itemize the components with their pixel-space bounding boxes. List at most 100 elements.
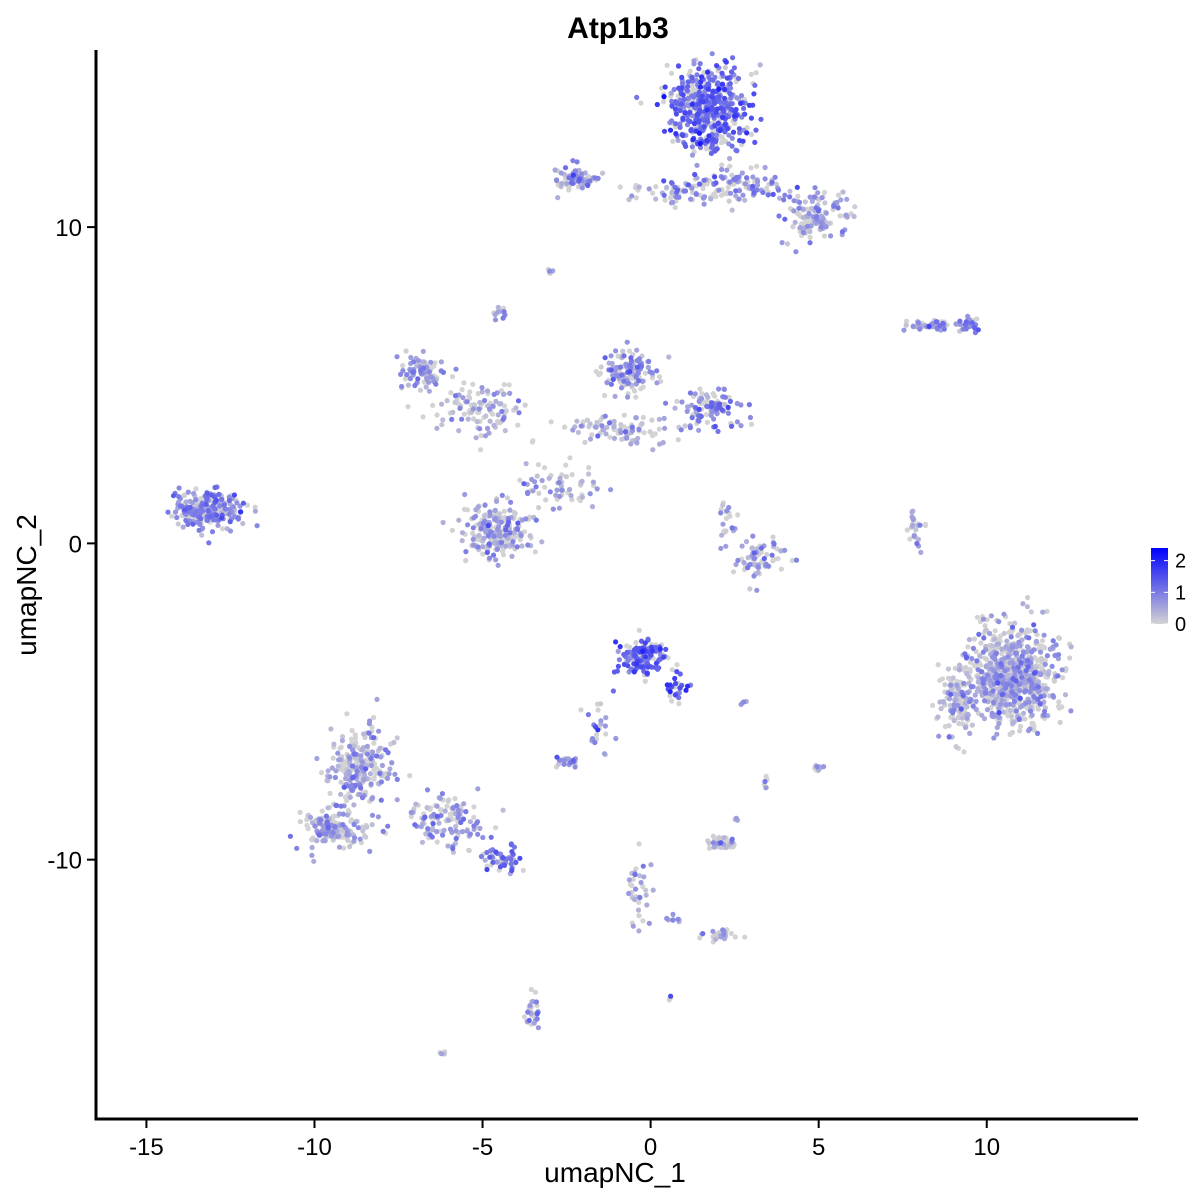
data-point <box>363 766 369 772</box>
data-point <box>628 441 634 447</box>
data-point <box>977 653 983 660</box>
data-point <box>515 520 521 526</box>
data-point <box>616 657 623 663</box>
data-point <box>668 90 674 96</box>
data-point <box>719 70 725 76</box>
data-point <box>724 75 731 81</box>
data-point <box>498 401 504 407</box>
data-point <box>434 412 440 418</box>
data-point <box>244 502 250 508</box>
data-point <box>693 191 700 197</box>
data-point <box>311 858 317 864</box>
data-point <box>991 636 998 642</box>
data-point <box>633 374 639 380</box>
data-point <box>721 835 727 841</box>
data-point <box>377 770 383 777</box>
data-point <box>590 479 597 485</box>
x-tick-label: 0 <box>644 1134 657 1161</box>
data-point <box>728 423 735 429</box>
data-point <box>595 707 601 713</box>
data-point <box>371 735 377 741</box>
data-point <box>731 120 738 126</box>
data-point <box>398 371 404 377</box>
data-point <box>527 1003 533 1009</box>
data-point <box>547 489 553 495</box>
data-point <box>343 775 349 782</box>
data-point <box>782 547 788 553</box>
data-point <box>674 669 680 675</box>
data-point <box>719 140 725 146</box>
data-point <box>999 646 1005 652</box>
data-point <box>434 813 440 819</box>
data-point <box>495 562 501 568</box>
data-point <box>956 662 963 668</box>
data-point <box>654 368 660 374</box>
data-point <box>297 819 303 825</box>
data-point <box>716 86 722 92</box>
data-point <box>385 823 391 829</box>
data-point <box>587 436 594 442</box>
data-point <box>701 124 707 130</box>
data-point <box>710 840 716 846</box>
data-point <box>685 683 691 689</box>
data-point <box>579 171 585 177</box>
data-point <box>495 420 501 426</box>
data-point <box>424 787 431 793</box>
data-point <box>753 127 759 133</box>
data-point <box>778 548 784 554</box>
data-point <box>752 139 758 145</box>
data-point <box>647 429 653 435</box>
data-point <box>430 827 436 833</box>
data-point <box>459 416 465 422</box>
data-point <box>211 517 217 523</box>
data-point <box>771 541 777 547</box>
data-point <box>600 170 606 176</box>
data-point <box>528 986 535 993</box>
data-point <box>807 229 813 235</box>
data-point <box>557 493 563 499</box>
data-point <box>726 394 732 400</box>
data-point <box>564 180 570 186</box>
data-point <box>917 326 923 332</box>
data-point <box>603 715 609 721</box>
data-point <box>490 859 496 865</box>
data-point <box>380 828 386 835</box>
data-point <box>422 814 428 820</box>
data-point <box>611 424 617 430</box>
data-point <box>625 394 631 400</box>
data-point <box>498 388 504 394</box>
data-point <box>254 523 260 529</box>
data-point <box>487 406 493 412</box>
data-point <box>626 890 632 897</box>
data-point <box>647 369 653 375</box>
data-point <box>718 545 724 552</box>
data-point <box>708 403 715 409</box>
data-point <box>964 715 970 721</box>
data-point <box>673 111 680 117</box>
data-point <box>471 823 477 829</box>
data-point <box>1007 708 1014 714</box>
data-point <box>688 196 694 202</box>
data-point <box>712 123 718 129</box>
data-point <box>602 355 608 361</box>
data-point <box>999 692 1005 698</box>
data-point <box>951 717 957 724</box>
data-point <box>679 85 685 91</box>
data-point <box>631 669 637 675</box>
data-point <box>502 532 508 538</box>
data-point <box>648 862 654 868</box>
data-point <box>577 176 583 182</box>
data-point <box>625 658 631 664</box>
data-point <box>355 825 361 831</box>
data-point <box>782 192 788 198</box>
data-point <box>491 422 497 428</box>
data-point <box>727 155 733 162</box>
data-point <box>725 410 732 416</box>
data-point <box>1043 686 1049 692</box>
data-point <box>674 662 680 668</box>
data-point <box>325 805 331 811</box>
data-point <box>471 814 477 820</box>
data-point <box>203 501 209 507</box>
x-tick-label: 5 <box>812 1134 825 1161</box>
data-point <box>510 539 516 545</box>
